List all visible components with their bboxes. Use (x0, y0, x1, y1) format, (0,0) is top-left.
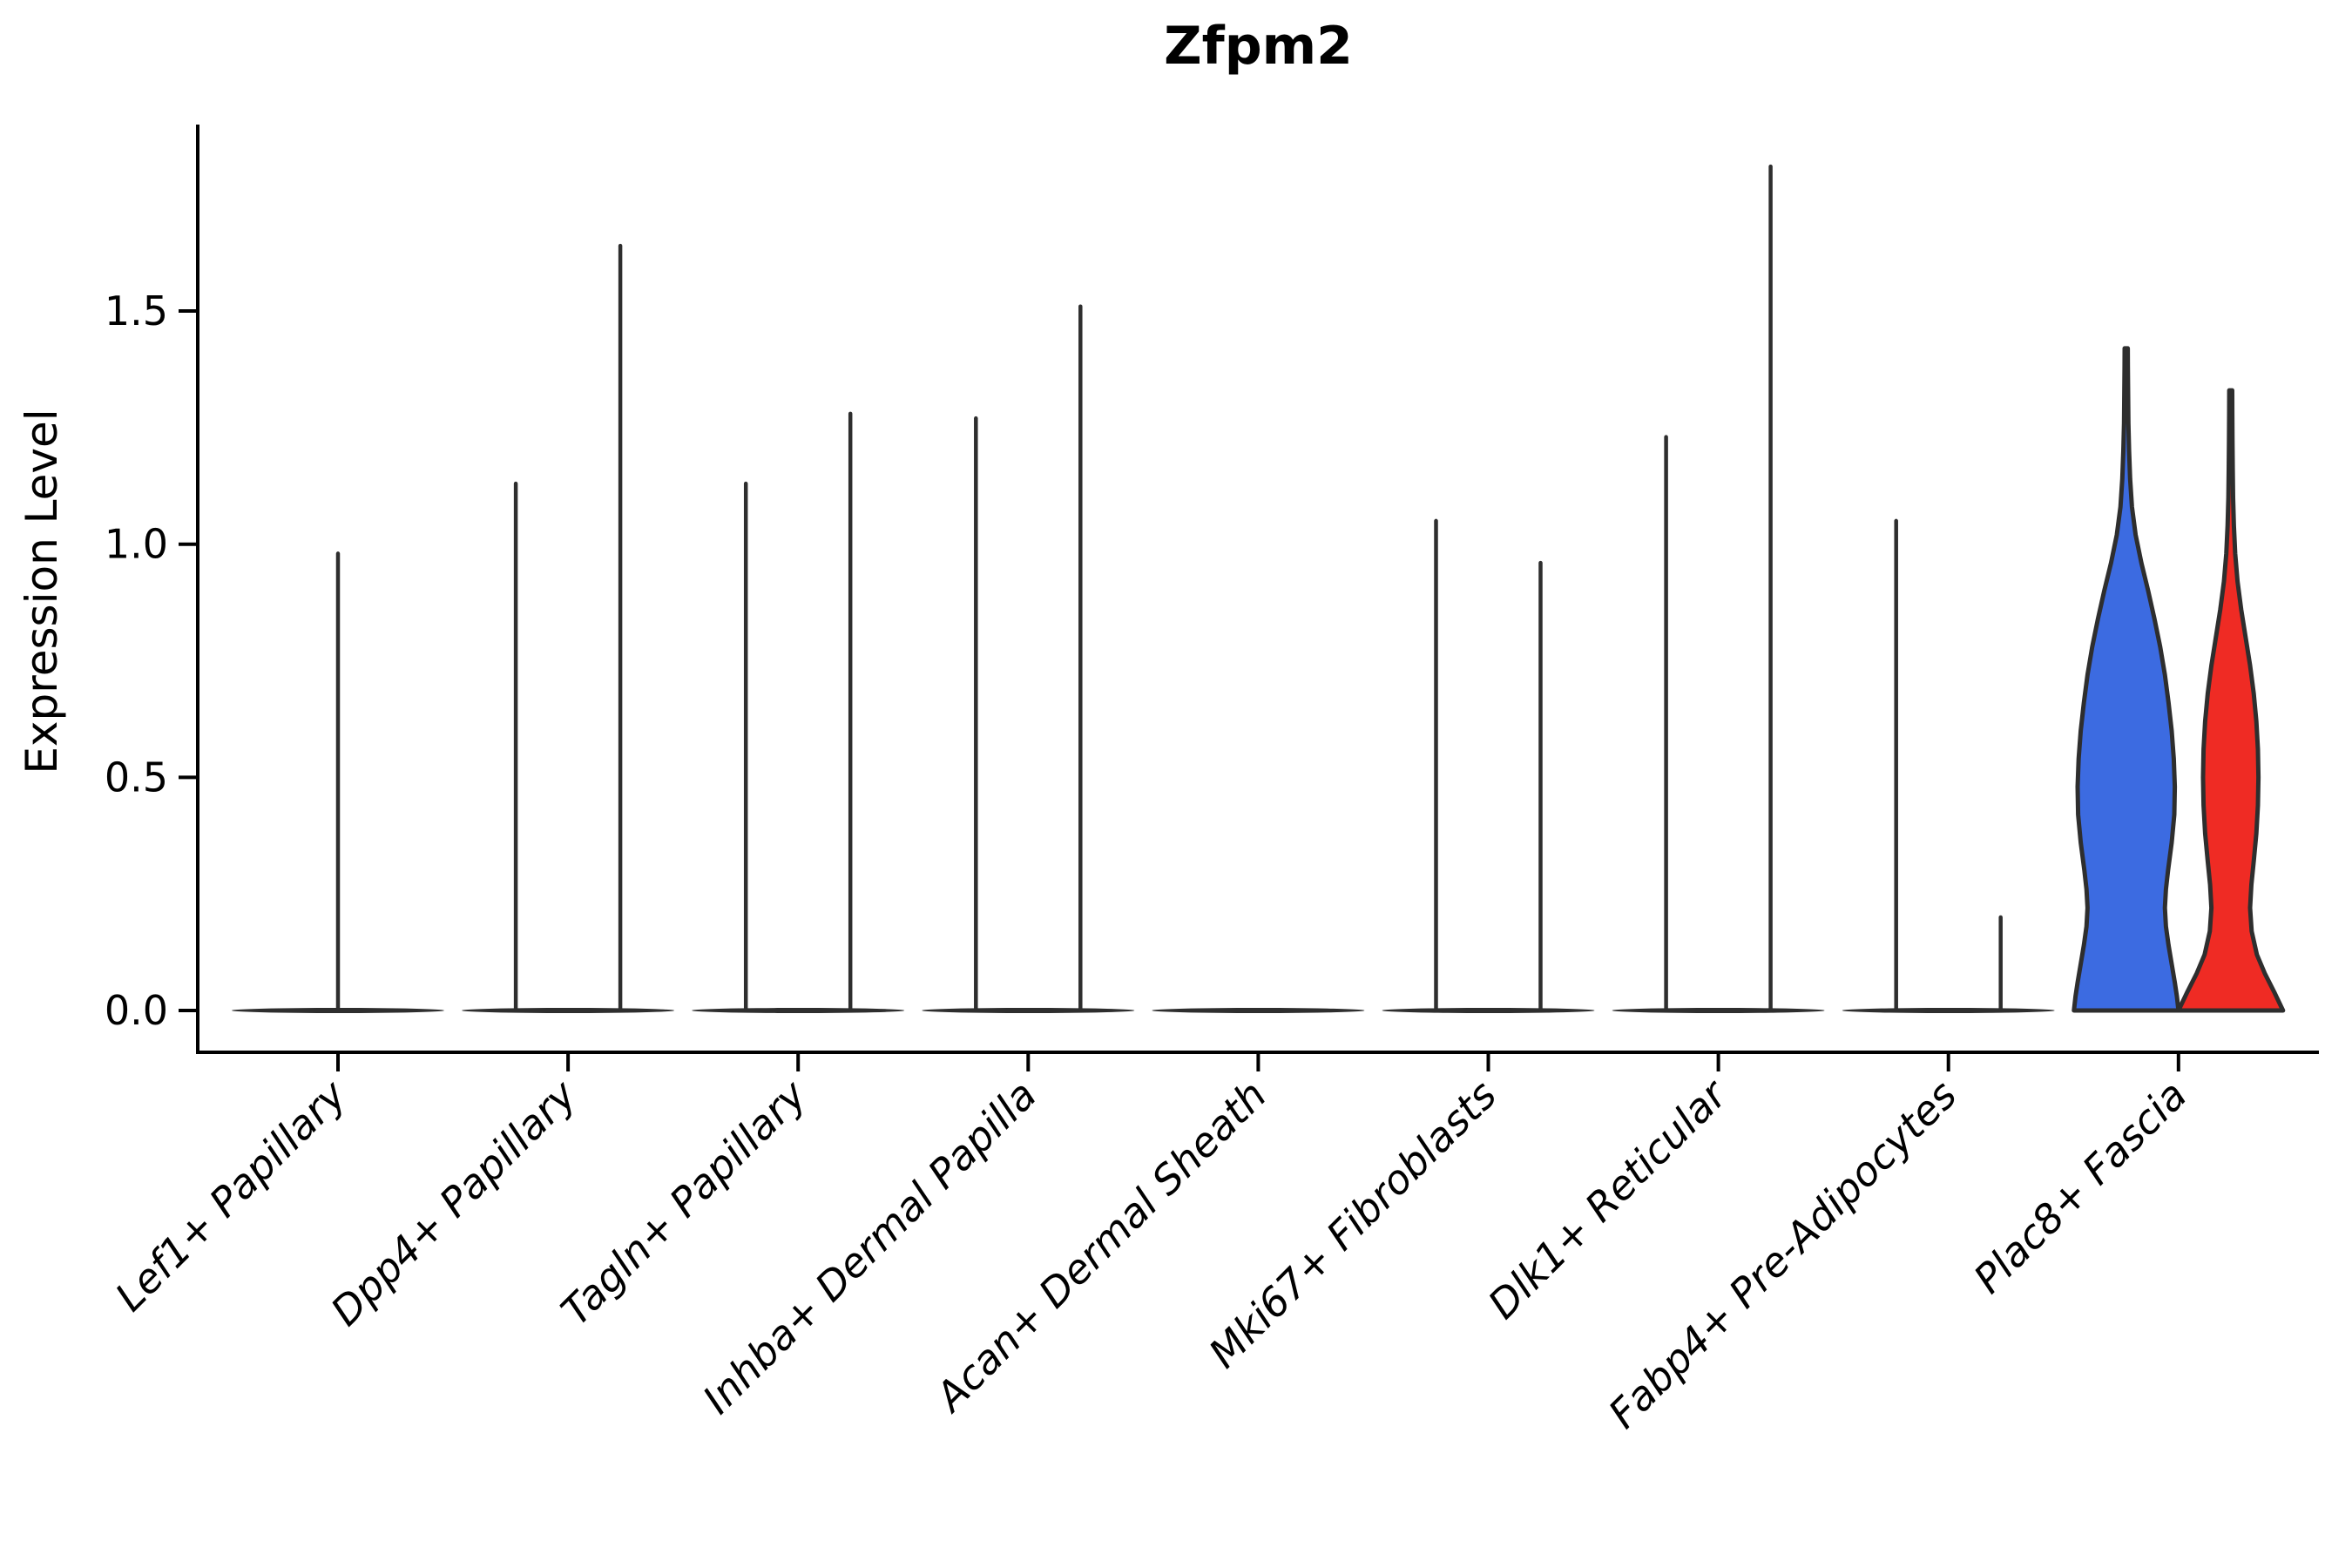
x-tick-label: Plac8+ Fascia (1964, 1071, 2195, 1302)
y-tick-label: 0.5 (105, 754, 168, 801)
x-tick-label: Tagln+ Papillary (552, 1071, 816, 1335)
violin-baseline (922, 1008, 1135, 1013)
violin-density (2072, 346, 2181, 1013)
violin-baseline (462, 1008, 675, 1013)
violin-baseline (1152, 1008, 1365, 1013)
violin-baseline (692, 1008, 905, 1013)
plot-title: Zfpm2 (1164, 16, 1353, 77)
x-tick-label: Dlk1+ Reticular (1479, 1069, 1738, 1328)
y-tick-label: 0.0 (105, 987, 168, 1034)
x-tick-label: Lef1+ Papillary (106, 1071, 355, 1320)
x-tick-label: Dpp4+ Papillary (321, 1071, 585, 1335)
y-tick-label: 1.5 (105, 287, 168, 335)
violin-baseline (1382, 1008, 1595, 1013)
violin-density (2176, 388, 2286, 1013)
violin-baseline (1612, 1008, 1825, 1013)
violin-baseline (1842, 1008, 2055, 1013)
y-tick-label: 1.0 (105, 521, 168, 568)
